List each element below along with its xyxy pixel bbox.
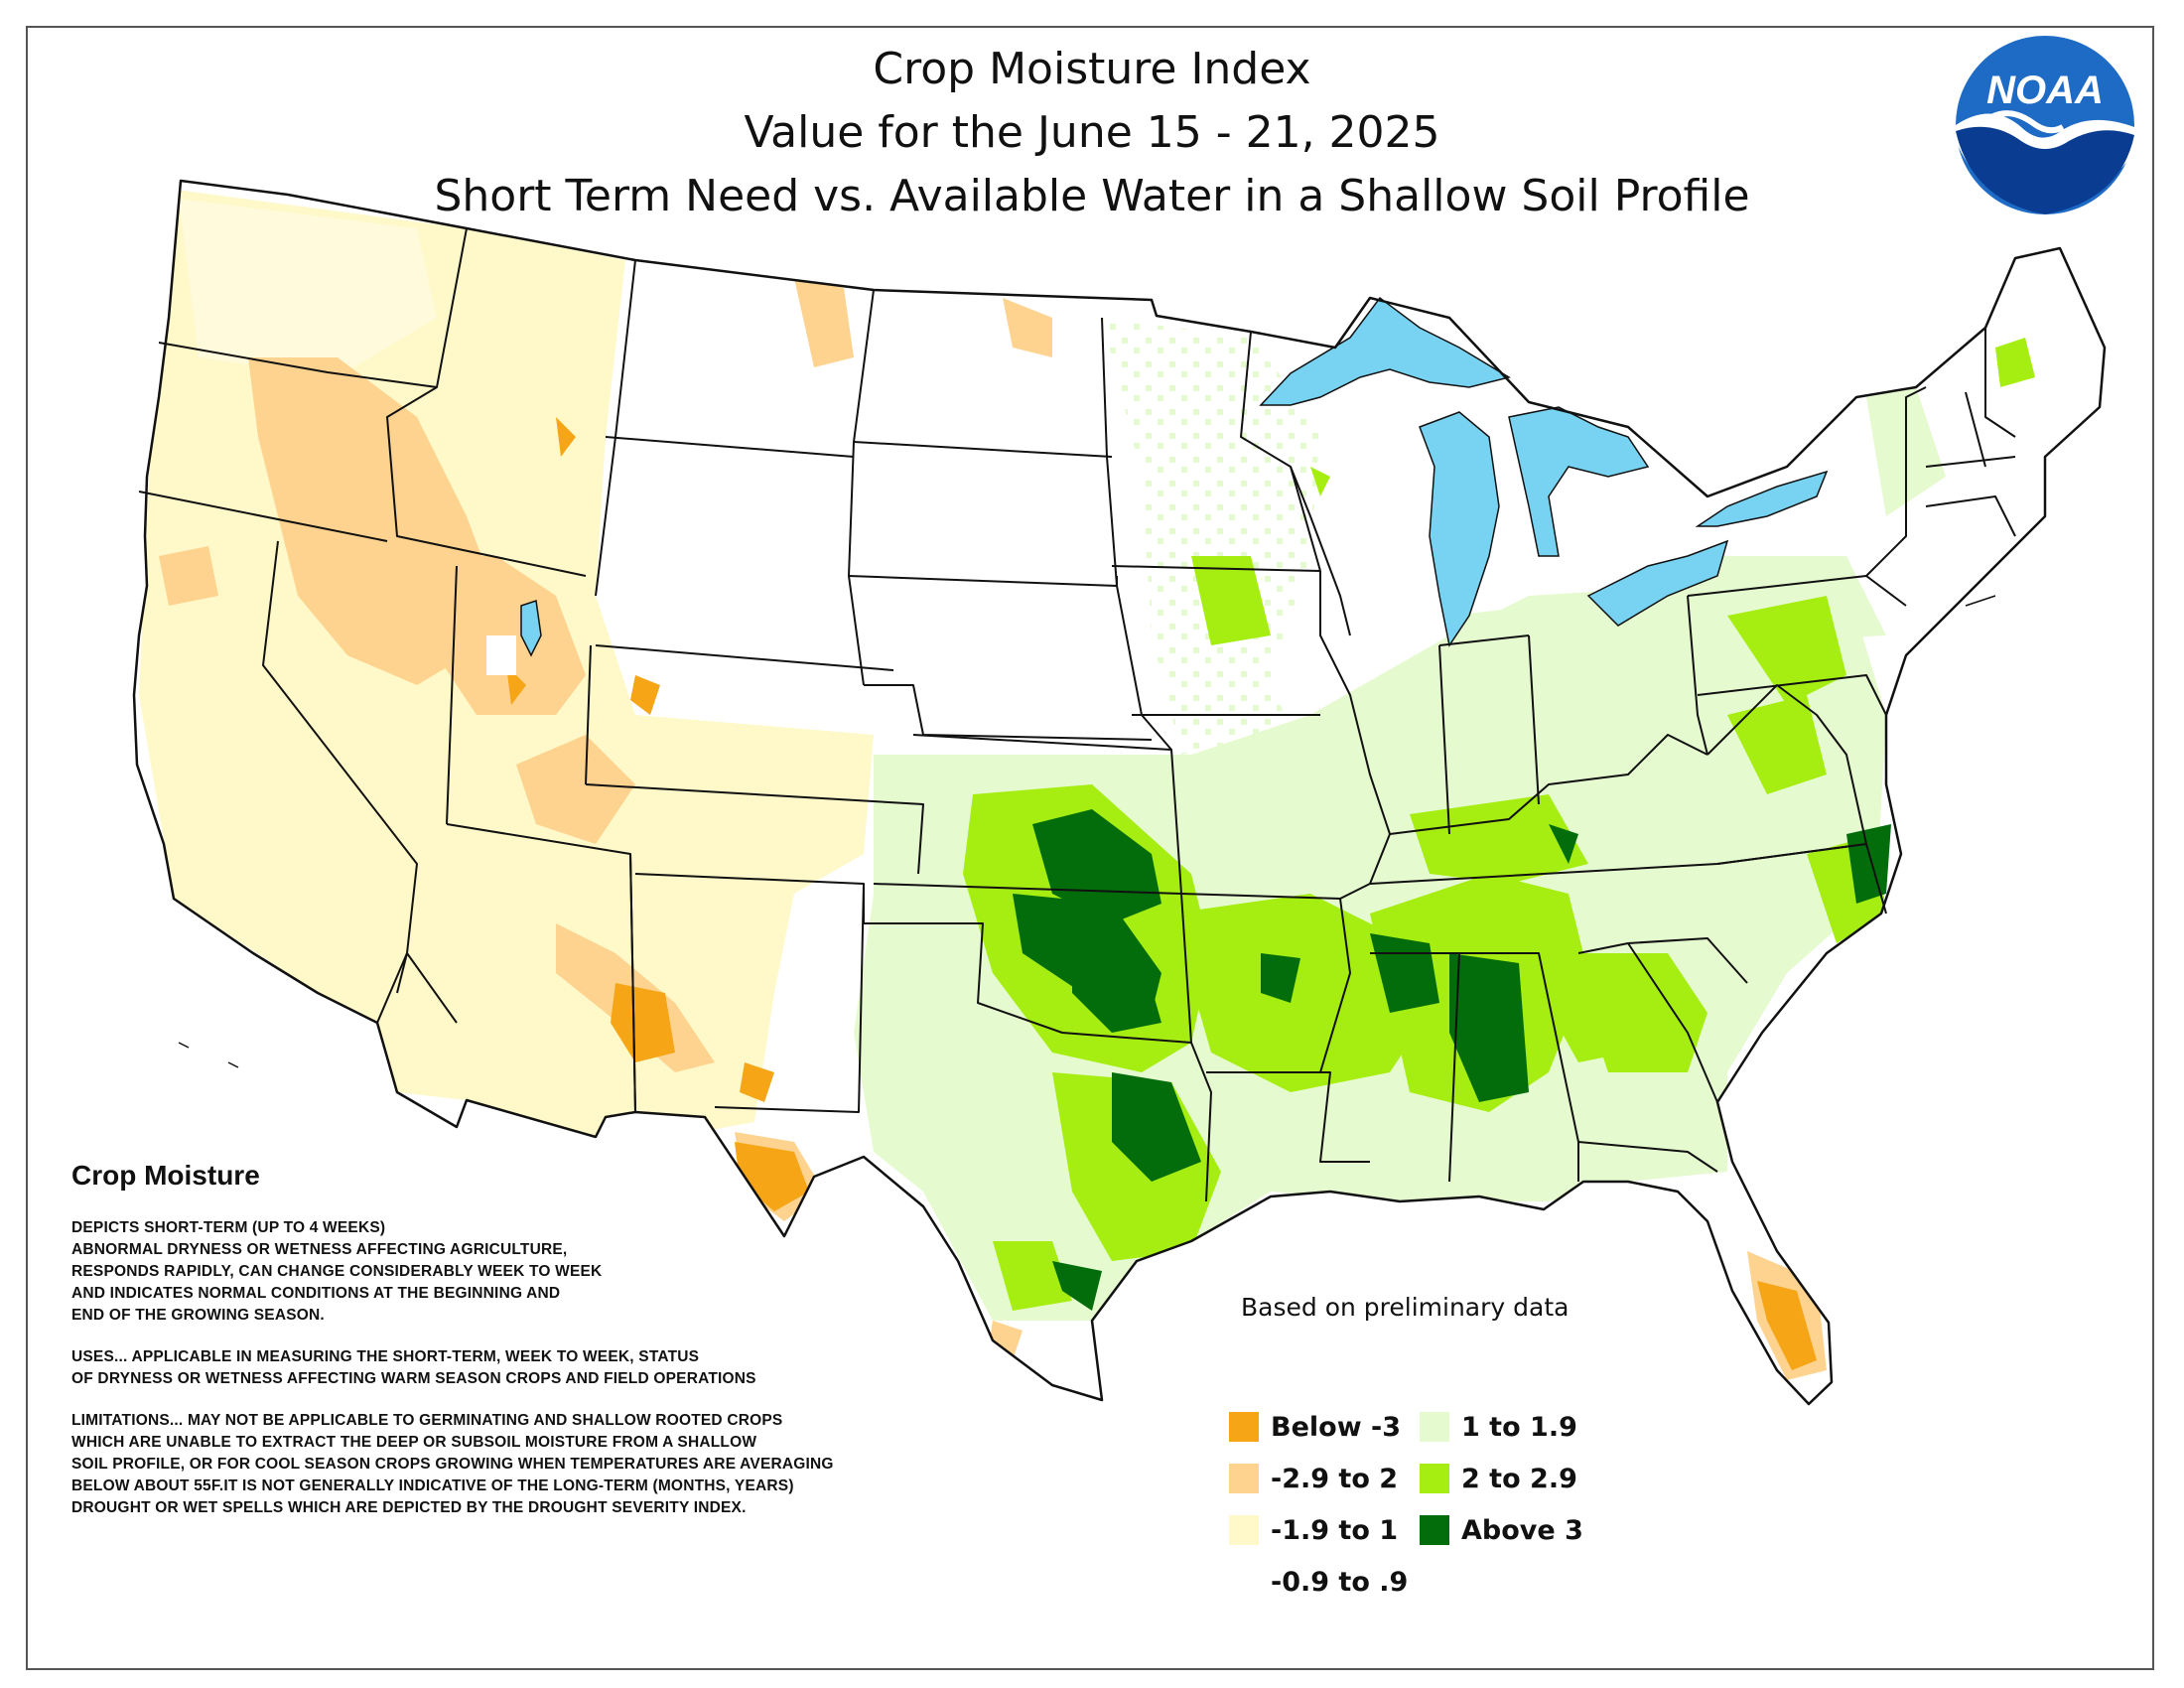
legend-item-above-3: Above 3 bbox=[1420, 1513, 1583, 1547]
legend-label: Below -3 bbox=[1271, 1411, 1402, 1443]
legend-item-minus-2-9: -2.9 to 2 bbox=[1229, 1462, 1398, 1495]
legend-label: 2 to 2.9 bbox=[1461, 1463, 1577, 1494]
map-title: Crop Moisture Index Value for the June 1… bbox=[298, 38, 1886, 228]
info-limitations: LIMITATIONS... MAY NOT BE APPLICABLE TO … bbox=[71, 1412, 834, 1516]
legend-swatch bbox=[1229, 1464, 1259, 1493]
legend-swatch bbox=[1420, 1515, 1449, 1545]
title-line-1: Crop Moisture Index bbox=[873, 44, 1311, 94]
preliminary-note: Based on preliminary data bbox=[1241, 1293, 1570, 1322]
info-heading: Crop Moisture bbox=[71, 1160, 260, 1191]
legend-label: -1.9 to 1 bbox=[1271, 1514, 1399, 1546]
legend-swatch bbox=[1229, 1515, 1259, 1545]
legend-item-2-to-2-9: 2 to 2.9 bbox=[1420, 1462, 1577, 1495]
legend-item-minus-0-9: -0.9 to .9 bbox=[1229, 1565, 1408, 1599]
legend-swatch bbox=[1229, 1567, 1259, 1597]
legend-item-1-to-1-9: 1 to 1.9 bbox=[1420, 1410, 1577, 1444]
region-upper-midwest bbox=[1102, 318, 1320, 755]
region-severe-dry bbox=[506, 417, 1817, 1370]
legend-swatch bbox=[1229, 1412, 1259, 1442]
legend-label: -2.9 to 2 bbox=[1271, 1463, 1399, 1494]
legend-label: Above 3 bbox=[1461, 1514, 1583, 1546]
title-line-2: Value for the June 15 - 21, 2025 bbox=[744, 107, 1440, 158]
noaa-logo-text: NOAA bbox=[1986, 69, 2104, 112]
legend-item-below-3: Below -3 bbox=[1229, 1410, 1401, 1444]
great-lakes bbox=[520, 296, 1829, 657]
info-depicts: DEPICTS SHORT-TERM (UP TO 4 WEEKS) ABNOR… bbox=[71, 1219, 603, 1324]
legend-swatch bbox=[1420, 1412, 1449, 1442]
noaa-logo: NOAA bbox=[1954, 34, 2136, 216]
legend: Below -3 -2.9 to 2 -1.9 to 1 -0.9 to .9 … bbox=[1229, 1410, 1646, 1628]
legend-swatch bbox=[1420, 1464, 1449, 1493]
info-panel: Crop Moisture DEPICTS SHORT-TERM (UP TO … bbox=[71, 1160, 1064, 1539]
title-line-3: Short Term Need vs. Available Water in a… bbox=[434, 171, 1750, 221]
legend-item-minus-1-9: -1.9 to 1 bbox=[1229, 1513, 1398, 1547]
legend-label: 1 to 1.9 bbox=[1461, 1411, 1577, 1443]
state-borders bbox=[132, 179, 2107, 1406]
legend-label: -0.9 to .9 bbox=[1271, 1566, 1409, 1598]
info-uses: USES... APPLICABLE IN MEASURING THE SHOR… bbox=[71, 1348, 756, 1387]
